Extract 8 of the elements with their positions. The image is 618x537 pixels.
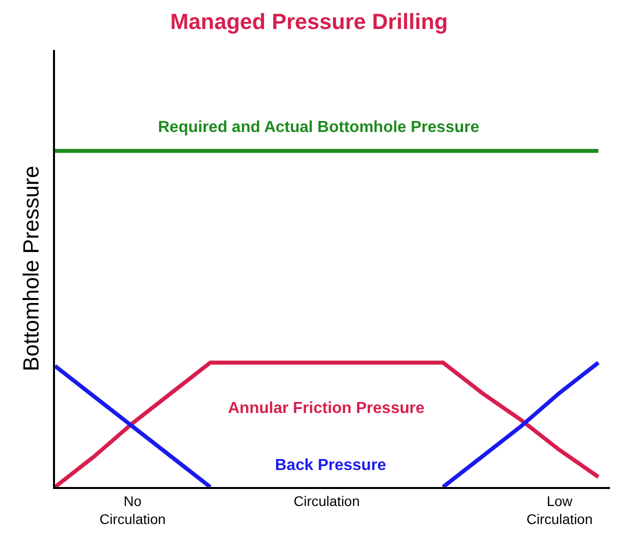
text: Annular Friction Pressure [228, 400, 425, 417]
x-tick-label: Low Circulation [526, 492, 593, 527]
x-tick-label: Circulation [294, 492, 360, 509]
y-axis-title: Bottomhole Pressure [18, 166, 44, 372]
series-label: Required and Actual Bottomhole Pressure [158, 119, 480, 136]
text: Back Pressure [275, 457, 386, 474]
chart-title: Managed Pressure Drilling [170, 8, 448, 34]
x-tick-label: No Circulation [100, 492, 166, 527]
